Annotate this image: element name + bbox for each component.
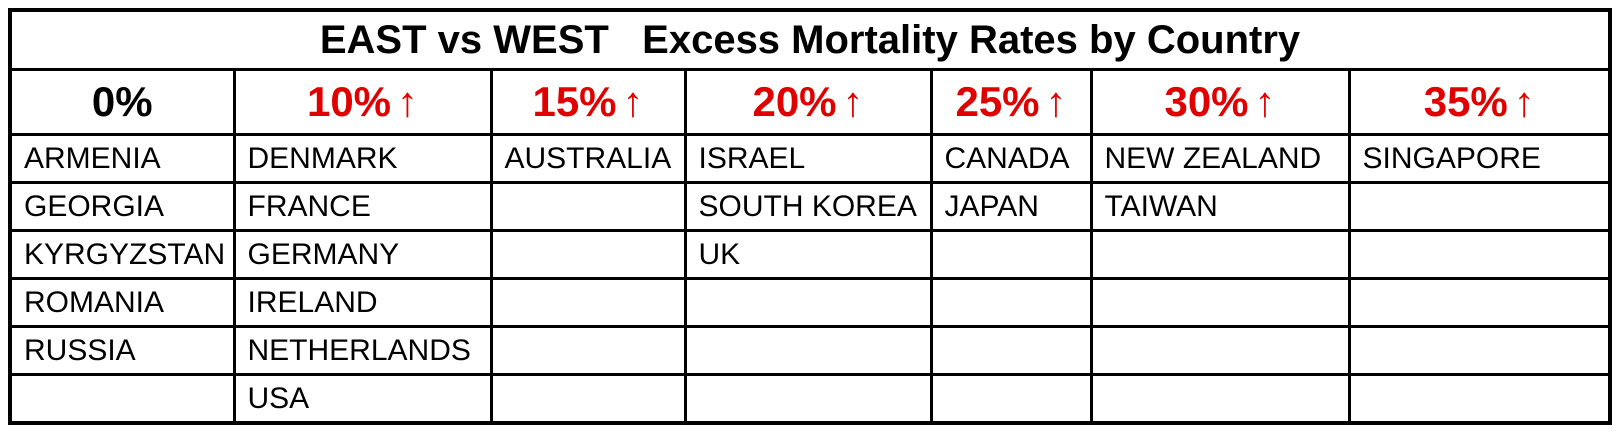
table-row: KYRGYZSTAN GERMANY UK (8, 229, 1612, 280)
country-cell (489, 373, 687, 425)
country-cell (8, 373, 236, 425)
country-cell: NEW ZEALAND (1089, 133, 1351, 184)
country-cell (1347, 325, 1612, 376)
country-cell (683, 277, 933, 328)
up-arrow-icon: ↑ (397, 78, 419, 125)
country-cell: SINGAPORE (1347, 133, 1612, 184)
country-cell (929, 229, 1093, 280)
country-cell (929, 325, 1093, 376)
country-cell: AUSTRALIA (489, 133, 687, 184)
country-cell: ARMENIA (8, 133, 236, 184)
country-cell (1089, 229, 1351, 280)
country-cell (489, 325, 687, 376)
header-cell-2: 15% ↑ (489, 68, 687, 136)
country-cell: TAIWAN (1089, 181, 1351, 232)
country-cell: ROMANIA (8, 277, 236, 328)
country-cell (489, 277, 687, 328)
country-cell: UK (683, 229, 933, 280)
up-arrow-icon: ↑ (842, 78, 864, 125)
country-cell (929, 277, 1093, 328)
country-cell: KYRGYZSTAN (8, 229, 236, 280)
country-cell: JAPAN (929, 181, 1093, 232)
rate-label: 0% (91, 78, 153, 125)
header-cell-4: 25% ↑ (929, 68, 1093, 136)
country-cell (1347, 181, 1612, 232)
up-arrow-icon: ↑ (1045, 78, 1067, 125)
country-cell: GERMANY (232, 229, 493, 280)
header-row: 0% 10% ↑ 15% ↑ 20% ↑ 25% ↑ 30% ↑ 35% ↑ (8, 68, 1612, 136)
table-row: GEORGIA FRANCE SOUTH KOREA JAPAN TAIWAN (8, 181, 1612, 232)
country-cell (489, 181, 687, 232)
country-cell (929, 373, 1093, 425)
country-cell (1089, 373, 1351, 425)
header-cell-1: 10% ↑ (232, 68, 493, 136)
table-title: EAST vs WEST Excess Mortality Rates by C… (319, 17, 1301, 62)
rate-label: 25% (955, 78, 1040, 125)
header-cell-0: 0% (8, 68, 236, 136)
up-arrow-icon: ↑ (1513, 78, 1535, 125)
rate-label: 15% (532, 78, 617, 125)
up-arrow-icon: ↑ (1254, 78, 1276, 125)
up-arrow-icon: ↑ (622, 78, 644, 125)
country-cell (1347, 277, 1612, 328)
country-cell: GEORGIA (8, 181, 236, 232)
rate-label: 30% (1164, 78, 1249, 125)
country-cell (1347, 229, 1612, 280)
country-cell: ISRAEL (683, 133, 933, 184)
country-cell: USA (232, 373, 493, 425)
country-cell (683, 373, 933, 425)
table-row: RUSSIA NETHERLANDS (8, 325, 1612, 376)
title-row: EAST vs WEST Excess Mortality Rates by C… (8, 8, 1612, 71)
country-cell (1089, 325, 1351, 376)
country-cell (683, 325, 933, 376)
rate-label: 35% (1423, 78, 1508, 125)
country-cell (1089, 277, 1351, 328)
table-row: USA (8, 373, 1612, 425)
country-cell (1347, 373, 1612, 425)
mortality-table: EAST vs WEST Excess Mortality Rates by C… (8, 8, 1613, 425)
table-row: ROMANIA IRELAND (8, 277, 1612, 328)
country-cell: FRANCE (232, 181, 493, 232)
country-cell: CANADA (929, 133, 1093, 184)
country-cell (489, 229, 687, 280)
country-cell: SOUTH KOREA (683, 181, 933, 232)
header-cell-6: 35% ↑ (1347, 68, 1612, 136)
country-cell: IRELAND (232, 277, 493, 328)
header-cell-3: 20% ↑ (683, 68, 933, 136)
header-cell-5: 30% ↑ (1089, 68, 1351, 136)
country-cell: RUSSIA (8, 325, 236, 376)
rate-label: 10% (306, 78, 392, 125)
rate-label: 20% (752, 78, 837, 125)
country-cell: DENMARK (232, 133, 493, 184)
table-row: ARMENIA DENMARK AUSTRALIA ISRAEL CANADA NEW Z… (8, 133, 1612, 184)
table-title-cell: EAST vs WEST Excess Mortality Rates by C… (8, 8, 1612, 71)
country-cell: NETHERLANDS (232, 325, 493, 376)
